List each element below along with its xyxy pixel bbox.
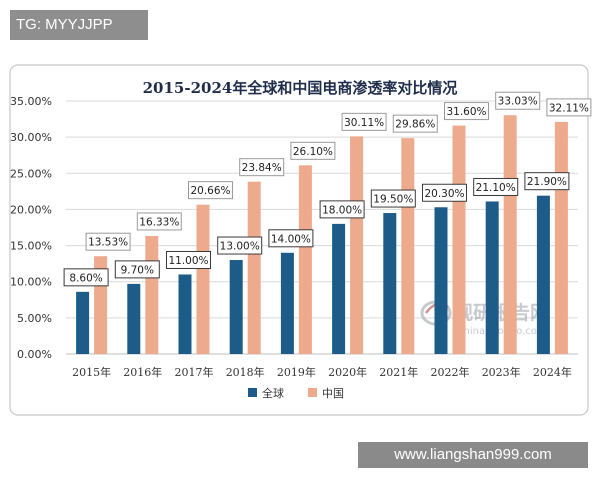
y-tick-label: 5.00%: [17, 312, 52, 325]
data-label-global: 11.00%: [168, 255, 208, 267]
data-label-china: 29.86%: [395, 119, 435, 131]
bar-global: [280, 252, 294, 354]
y-tick-label: 15.00%: [10, 240, 52, 253]
data-label-box-china: [188, 181, 233, 200]
data-label-china: 16.33%: [139, 216, 179, 228]
y-tick-label: 20.00%: [10, 203, 52, 216]
data-label-china: 32.11%: [549, 102, 589, 114]
y-tick-label: 35.00%: [10, 95, 52, 108]
data-label-box-global: [473, 177, 519, 196]
bar-chart: 2015-2024年全球和中国电商渗透率对比情况 0.00% 5.00% 10.00…: [9, 64, 592, 416]
bar-global: [229, 260, 243, 354]
data-label-box-china: [444, 102, 489, 121]
y-tick-label: 10.00%: [10, 276, 52, 289]
data-label-global: 21.90%: [527, 176, 567, 188]
bar-global: [536, 195, 550, 354]
logo-text-en: chinabaogao.com: [458, 326, 547, 337]
y-axis: 0.00% 5.00% 10.00% 15.00% 20.00% 25.00% 30.00%…: [10, 95, 52, 361]
data-label-box-global: [268, 229, 314, 248]
data-label-china: 13.53%: [88, 237, 128, 249]
x-tick-label: 2021年: [379, 365, 418, 379]
data-label-box-global: [217, 236, 263, 255]
data-label-global: 14.00%: [271, 233, 311, 245]
legend-swatch-global: [248, 388, 257, 397]
data-label-box-china: [341, 112, 387, 131]
data-label-box-global: [63, 268, 109, 287]
data-label-box-china: [392, 114, 438, 133]
data-label-china: 31.60%: [446, 106, 486, 118]
legend-label-china: 中国: [322, 387, 344, 400]
data-label-global: 8.60%: [69, 272, 102, 284]
bars: [76, 115, 568, 355]
y-tick-label: 30.00%: [10, 131, 52, 144]
data-label-box-china: [290, 141, 336, 160]
data-labels: 8.60% 13.53% 9.70% 16.33% 11.00% 20.66% 13.00%…: [63, 91, 592, 287]
data-label-global: 20.30%: [424, 188, 464, 200]
data-label-china: 33.03%: [498, 96, 538, 108]
bar-china: [247, 181, 261, 354]
chart-title: 2015-2024年全球和中国电商渗透率对比情况: [143, 79, 458, 97]
data-label-global: 21.10%: [476, 182, 516, 194]
bar-china: [145, 235, 159, 354]
x-tick-label: 2016年: [123, 365, 162, 379]
data-label-global: 19.50%: [373, 194, 413, 206]
x-tick-label: 2022年: [431, 365, 470, 379]
data-label-box-global: [422, 183, 467, 202]
bar-global: [127, 283, 141, 354]
y-tick-label: 0.00%: [17, 348, 52, 361]
y-tick-label: 25.00%: [10, 167, 52, 180]
legend-label-global: 全球: [262, 386, 284, 400]
x-axis: 2015年 2016年 2017年 2018年 2019年 2020年 2021年 2022年…: [72, 365, 572, 379]
bar-china: [452, 125, 466, 354]
x-tick-label: 2019年: [277, 365, 316, 379]
bar-global: [485, 201, 499, 354]
bar-global: [434, 207, 448, 354]
data-label-box-china: [546, 98, 592, 117]
data-label-box-global: [370, 189, 416, 208]
legend: 全球 中国: [248, 386, 344, 400]
data-label-box-global: [114, 260, 160, 279]
data-label-box-china: [495, 91, 541, 110]
x-tick-label: 2023年: [482, 365, 521, 379]
bar-global: [383, 213, 397, 354]
data-label-box-global: [524, 172, 570, 191]
data-label-box-global: [166, 250, 211, 269]
bar-china: [503, 115, 517, 354]
x-tick-label: 2017年: [175, 365, 214, 379]
data-label-china: 26.10%: [293, 146, 333, 158]
data-label-box-china: [136, 212, 182, 231]
bar-china: [350, 136, 364, 354]
legend-swatch-china: [308, 388, 317, 397]
data-label-china: 20.66%: [190, 185, 230, 197]
logo-text-cn: 观研报告网: [454, 301, 549, 324]
data-label-box-china: [239, 158, 285, 177]
bar-global: [178, 274, 192, 354]
bar-china: [554, 121, 568, 355]
data-label-china: 23.84%: [242, 162, 282, 174]
chart-container: 2015-2024年全球和中国电商渗透率对比情况 0.00% 5.00% 10.00…: [0, 57, 600, 421]
bar-china: [401, 138, 415, 354]
data-label-china: 30.11%: [344, 117, 384, 129]
data-label-box-global: [319, 200, 365, 219]
x-tick-label: 2018年: [226, 365, 265, 379]
site-watermark: www.liangshan999.com: [358, 442, 588, 468]
data-label-global: 18.00%: [322, 204, 362, 216]
top-watermark: TG: MYYJJPP: [10, 10, 148, 40]
data-label-global: 13.00%: [220, 241, 260, 253]
data-label-box-china: [85, 232, 131, 251]
x-tick-label: 2020年: [328, 365, 367, 379]
bar-china: [196, 204, 210, 354]
bar-global: [76, 291, 90, 354]
x-tick-label: 2024年: [533, 365, 572, 379]
data-label-global: 9.70%: [121, 264, 154, 276]
bar-china: [298, 165, 312, 354]
x-tick-label: 2015年: [72, 365, 111, 379]
bar-global: [332, 223, 346, 354]
